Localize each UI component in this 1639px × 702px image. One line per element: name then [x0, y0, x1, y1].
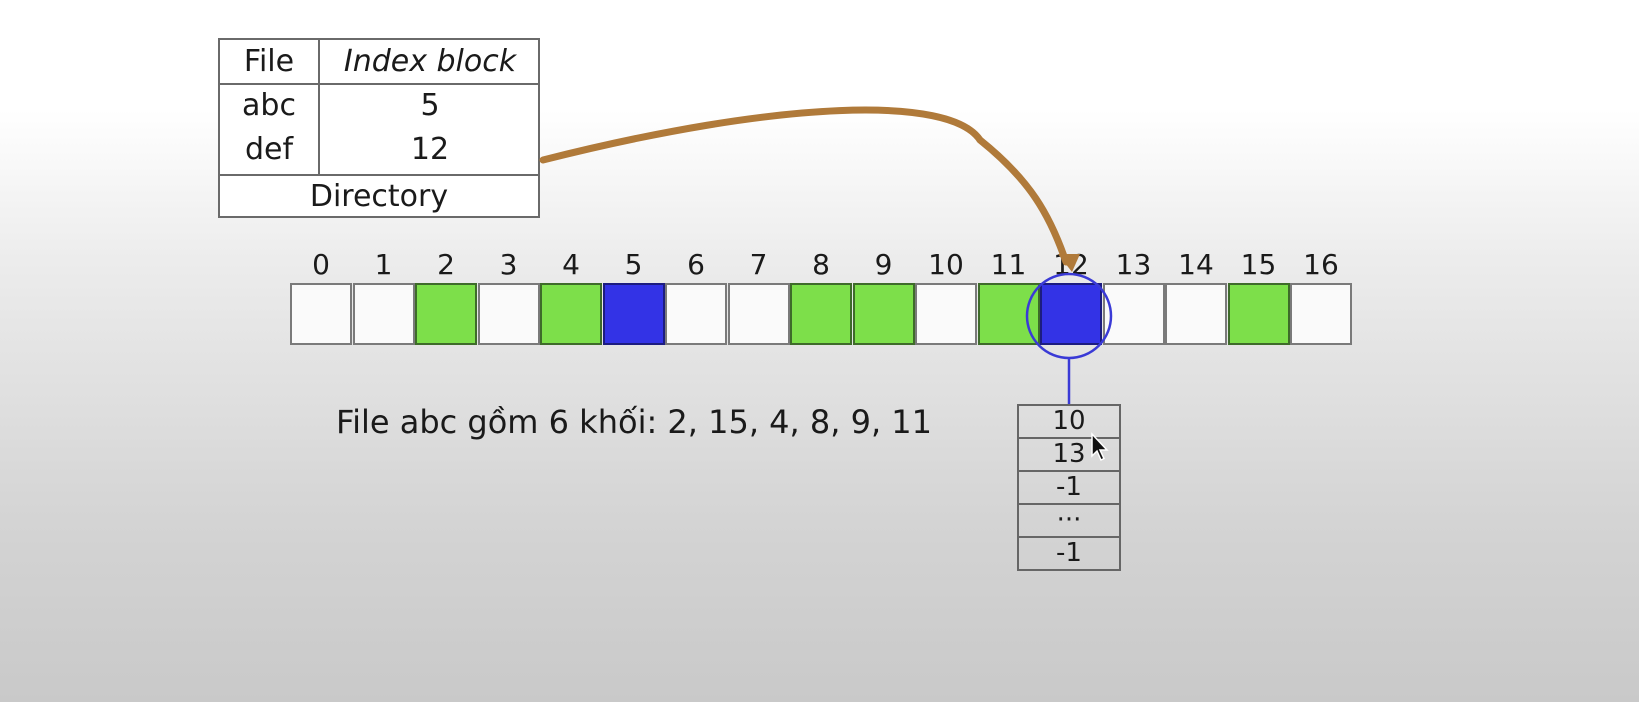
file-abc-caption: File abc gồm 6 khối: 2, 15, 4, 8, 9, 11	[336, 403, 932, 441]
block-number-4: 4	[562, 248, 580, 281]
block-number-8: 8	[812, 248, 830, 281]
disk-block-1	[352, 283, 415, 345]
disk-block-8	[790, 283, 852, 345]
disk-block-14	[1165, 283, 1227, 345]
block-number-9: 9	[874, 248, 893, 281]
disk-block-7	[727, 283, 790, 345]
disk-block-3	[477, 283, 540, 345]
directory-column-divider	[318, 40, 320, 175]
disk-block-6	[665, 283, 727, 345]
block-number-7: 7	[749, 248, 768, 281]
disk-blocks	[290, 283, 1352, 346]
block-number-14: 14	[1178, 248, 1214, 281]
block-number-1: 1	[374, 248, 393, 281]
block-number-13: 13	[1115, 248, 1152, 281]
header-index-block: Index block	[343, 44, 517, 79]
block-number-6: 6	[687, 248, 705, 281]
block-number-10: 10	[928, 248, 964, 281]
disk-block-2	[415, 283, 477, 345]
index-entry: 13	[1019, 439, 1119, 472]
disk-block-10	[915, 283, 977, 345]
block-number-16: 16	[1303, 248, 1339, 281]
header-file: File	[243, 44, 295, 79]
directory-caption: Directory	[309, 179, 449, 214]
block-number-5: 5	[624, 248, 643, 281]
index-entry: -1	[1056, 538, 1082, 568]
disk-block-11	[977, 283, 1040, 345]
block-number-15: 15	[1240, 248, 1277, 281]
index-block-table: 10 13 -1 ··· -1	[1017, 404, 1121, 571]
disk-block-5	[602, 283, 665, 345]
mouse-pointer-icon	[1090, 432, 1110, 466]
block-number-2: 2	[437, 248, 455, 281]
disk-block-4	[540, 283, 602, 345]
block-number-3: 3	[499, 248, 518, 281]
row-abc-index: 5	[420, 88, 440, 123]
directory-header-divider	[220, 83, 538, 85]
row-abc-file: abc	[242, 88, 296, 123]
disk-block-0	[290, 283, 352, 345]
row-def-index: 12	[410, 132, 450, 167]
index-entry: 10	[1019, 406, 1119, 439]
directory-caption-divider	[220, 174, 538, 176]
disk-block-16	[1290, 283, 1352, 345]
directory-to-block-arrow	[539, 106, 1070, 266]
disk-block-15	[1227, 283, 1290, 345]
block-number-11: 11	[990, 248, 1027, 281]
index-entry: -1	[1019, 472, 1119, 505]
directory-table: File Index block abc 5 def 12 Directory	[218, 38, 540, 218]
disk-block-13	[1102, 283, 1165, 345]
row-def-file: def	[244, 132, 294, 167]
index-entry-ellipsis: ···	[1019, 505, 1119, 538]
disk-block-9	[852, 283, 915, 345]
block-number-0: 0	[312, 248, 330, 281]
block-number-12: 12	[1053, 248, 1089, 281]
disk-block-12	[1040, 283, 1102, 345]
